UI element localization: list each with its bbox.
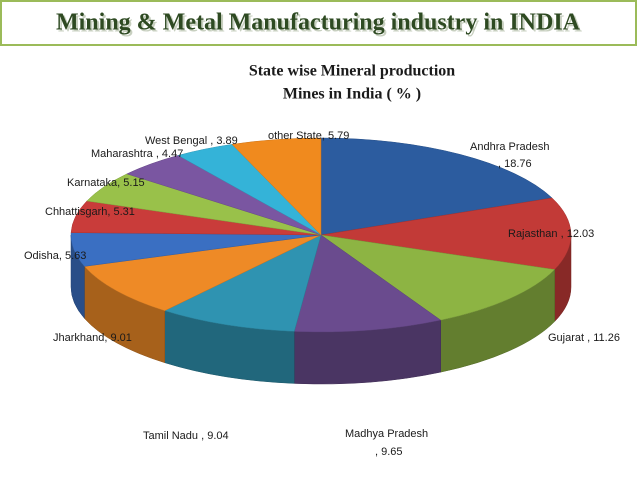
data-label: Gujarat , 11.26 (548, 332, 620, 344)
header-title: Mining & Metal Manufacturing industry in… (56, 10, 581, 36)
slice (293, 234, 442, 333)
label-value: , 9.04 (198, 430, 229, 442)
data-label: Andhra Pradesh , 18.76 (470, 141, 550, 170)
data-label: Jharkhand, 9.01 (53, 332, 132, 344)
data-label: Madhya Pradesh , 9.65 (345, 428, 428, 458)
data-label: Maharashtra , 4.47 (91, 148, 183, 160)
data-label: Tamil Nadu , 9.04 (143, 430, 229, 442)
label-category: Tamil Nadu (143, 430, 198, 442)
label-category: Jharkhand (53, 332, 104, 344)
chart-title: State wise Mineral production (249, 63, 455, 80)
chart-subtitle: Mines in India ( % ) (283, 86, 421, 103)
slice (320, 234, 556, 321)
label-category: Odisha (24, 250, 60, 262)
label-category: Rajasthan (508, 228, 558, 240)
label-value: , 5.63 (59, 250, 87, 262)
label-category: Andhra Pradesh (470, 141, 550, 153)
slice (320, 137, 553, 236)
data-label: Karnataka, 5.15 (67, 177, 145, 189)
label-category: other State (268, 130, 322, 142)
label-category: Karnataka (67, 177, 118, 189)
pie-tops (70, 137, 572, 333)
slice (231, 137, 322, 236)
label-value: , 9.01 (104, 332, 132, 344)
data-label: Rajasthan , 12.03 (508, 228, 594, 240)
label-value: , 5.31 (107, 206, 135, 218)
label-value: , 18.76 (498, 158, 532, 170)
slice (320, 197, 572, 270)
slice (83, 234, 322, 311)
label-value: , 5.15 (117, 177, 145, 189)
label-value: , 9.65 (375, 446, 403, 458)
data-label: Odisha, 5.63 (24, 250, 86, 262)
data-labels: Andhra Pradesh , 18.76 Rajasthan , 12.03 Gu… (24, 130, 620, 458)
data-label: West Bengal , 3.89 (145, 135, 238, 147)
header-box (0, 0, 637, 46)
label-value: , 5.79 (322, 130, 350, 142)
label-value: , 12.03 (558, 228, 595, 240)
label-value: , 3.89 (207, 135, 238, 147)
data-label: Chhattisgarh, 5.31 (45, 206, 135, 218)
label-category: Chhattisgarh (45, 206, 107, 218)
header-title-shadow: Mining & Metal Manufacturing industry in… (58, 12, 583, 38)
data-label: other State, 5.79 (268, 130, 349, 142)
label-category: West Bengal (145, 135, 207, 147)
slice (164, 234, 322, 332)
label-category: Maharashtra (91, 148, 154, 160)
label-value: , 4.47 (153, 148, 184, 160)
label-value: , 11.26 (584, 332, 620, 344)
pie-walls (70, 234, 572, 385)
label-category: Madhya Pradesh (345, 428, 428, 440)
label-category: Gujarat (548, 332, 584, 344)
